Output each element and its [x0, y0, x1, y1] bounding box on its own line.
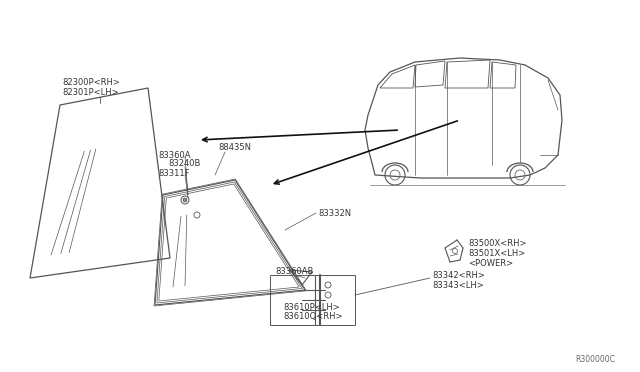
- Text: 82301P<LH>: 82301P<LH>: [62, 87, 118, 96]
- Text: 83343<LH>: 83343<LH>: [432, 280, 484, 289]
- Text: 83610Q<RH>: 83610Q<RH>: [283, 312, 342, 321]
- Bar: [270, 275, 355, 325]
- Text: 83501X<LH>: 83501X<LH>: [468, 248, 525, 257]
- Circle shape: [183, 198, 187, 202]
- Text: 83610P<LH>: 83610P<LH>: [283, 302, 340, 311]
- Text: 83360AB: 83360AB: [275, 267, 314, 276]
- Text: 83311F: 83311F: [158, 169, 189, 177]
- Text: 88435N: 88435N: [218, 142, 251, 151]
- Text: 83240B: 83240B: [168, 158, 200, 167]
- Text: 83342<RH>: 83342<RH>: [432, 270, 485, 279]
- Text: 83500X<RH>: 83500X<RH>: [468, 238, 527, 247]
- Text: <POWER>: <POWER>: [468, 259, 513, 267]
- Text: 82300P<RH>: 82300P<RH>: [62, 77, 120, 87]
- Text: 83332N: 83332N: [318, 208, 351, 218]
- Text: R300000C: R300000C: [575, 356, 615, 365]
- Text: 83360A: 83360A: [158, 151, 191, 160]
